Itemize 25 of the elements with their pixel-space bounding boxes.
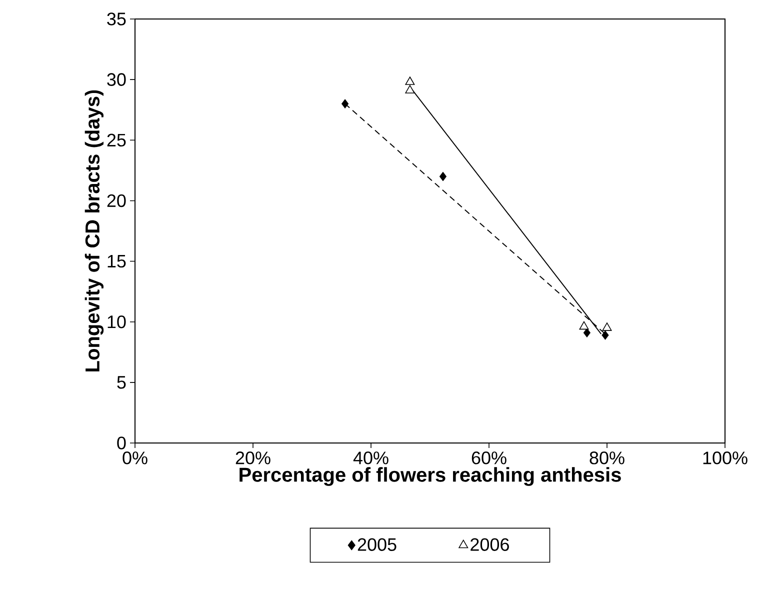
legend-label: 2005: [358, 538, 396, 551]
x-tick-label: 0%: [122, 452, 148, 464]
point: [341, 99, 349, 108]
x-tick-label: 60%: [472, 452, 506, 464]
y-tick-label: 30: [107, 73, 126, 86]
point: [602, 322, 612, 331]
point: [405, 76, 415, 85]
x-axis-title: Percentage of flowers reaching anthesis: [240, 467, 621, 486]
y-tick-label: 35: [107, 12, 126, 26]
x-tick-label: 100%: [703, 452, 748, 464]
x-tick-label: 40%: [353, 452, 388, 464]
point: [405, 85, 415, 94]
point: [579, 321, 589, 330]
x-tick-label: 80%: [590, 452, 624, 464]
point: [439, 172, 447, 182]
x-tick-label: 20%: [236, 452, 270, 464]
y-axis-title: Longevity of CD bracts (days): [84, 90, 104, 372]
y-tick-label: 10: [108, 315, 126, 328]
y-tick-label: 5: [117, 376, 126, 389]
y-tick-label: 25: [107, 134, 126, 147]
y-tick-label: 0: [117, 436, 126, 450]
y-tick-label: 20: [107, 194, 126, 208]
y-tick-label: 15: [108, 255, 126, 268]
legend-label: 2006: [470, 538, 509, 551]
point: [602, 330, 609, 340]
